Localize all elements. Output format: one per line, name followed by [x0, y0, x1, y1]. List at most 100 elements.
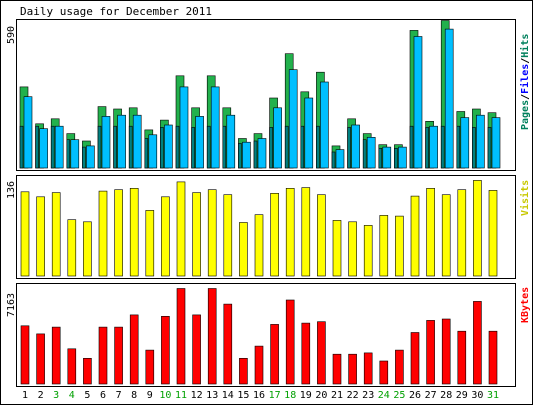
kbytes-bar-5 [83, 357, 92, 385]
x-tick-label: 24 [378, 390, 390, 401]
kbytes-bar-21 [332, 353, 342, 385]
hits-bar-pages-24 [378, 148, 383, 169]
hits-bar-pages-25 [394, 148, 398, 169]
x-axis-labels: 1 2 3 4 5 6 7 8 9 10 11 12 13 14 15 16 17 18 19 20 21 22 23 24 2… [22, 390, 499, 401]
hits-bar-pages-23 [362, 139, 367, 169]
visits-bar-1 [20, 191, 30, 277]
hits-bar-files-21 [335, 149, 345, 169]
kbytes-bar-14 [223, 303, 233, 385]
x-tick-label: 19 [300, 390, 312, 401]
kbytes-bar-4 [67, 348, 77, 385]
hits-bar-pages-26 [409, 125, 414, 169]
kbytes-bars [20, 288, 498, 385]
visits-panel-frame [16, 175, 516, 279]
x-tick-label: 8 [131, 390, 137, 401]
hits-bar-pages-16 [253, 140, 258, 169]
x-tick-label: 30 [471, 390, 483, 401]
hits-bar-pages-6 [97, 125, 102, 169]
hits-bar-files-7 [117, 114, 126, 169]
kbytes-bar-2 [36, 333, 45, 385]
x-tick-label: 25 [393, 390, 405, 401]
x-tick-label: 11 [175, 390, 187, 401]
hits-bar-pages-20 [316, 125, 320, 169]
hits-bar-files-26 [413, 36, 423, 169]
hits-bar-pages-27 [425, 127, 429, 169]
kbytes-bar-29 [457, 330, 467, 385]
kbytes-bar-11 [176, 288, 186, 385]
hits-bar-pages-31 [487, 127, 492, 169]
kbytes-bar-19 [301, 322, 311, 385]
hits-bar-files-12 [195, 116, 204, 169]
kbytes-bar-31 [488, 330, 498, 385]
hits-bar-files-28 [444, 28, 454, 169]
kbytes-panel: 7163 KBytes [6, 283, 531, 387]
hits-bars [19, 20, 501, 169]
x-tick-label: 28 [440, 390, 452, 401]
visits-bar-12 [192, 192, 201, 277]
x-tick-label: 7 [116, 390, 122, 401]
hits-bar-pages-5 [82, 146, 86, 169]
hits-max-label: 590 [6, 26, 17, 44]
x-tick-label: 27 [425, 390, 437, 401]
legend-hits: Hits [519, 34, 531, 58]
visits-bar-13 [207, 189, 217, 277]
kbytes-bar-3 [51, 326, 61, 385]
x-tick-label: 14 [222, 390, 234, 401]
visits-bar-23 [363, 225, 373, 277]
hits-bar-files-30 [476, 114, 485, 169]
hits-bar-files-25 [398, 146, 407, 169]
kbytes-bar-28 [441, 318, 451, 385]
visits-bar-27 [426, 188, 435, 277]
hits-bar-files-17 [273, 107, 282, 169]
hits-bar-pages-18 [284, 125, 289, 169]
kbytes-bar-26 [410, 332, 420, 385]
hits-bar-pages-14 [222, 125, 227, 169]
visits-bar-29 [457, 189, 467, 277]
kbytes-legend: KBytes [520, 287, 531, 323]
visits-bar-14 [223, 194, 233, 277]
hits-legend: Pages/Files/Hits [519, 34, 531, 130]
hits-bar-pages-22 [347, 127, 351, 169]
x-tick-label: 18 [284, 390, 296, 401]
kbytes-bar-7 [114, 326, 123, 385]
kbytes-bar-10 [161, 315, 170, 385]
x-tick-label: 16 [253, 390, 265, 401]
x-tick-label: 15 [237, 390, 249, 401]
kbytes-bar-16 [254, 345, 264, 385]
kbytes-bar-12 [192, 314, 201, 385]
hits-bar-pages-29 [456, 125, 461, 169]
x-tick-label: 1 [22, 390, 28, 401]
visits-bar-30 [473, 180, 482, 277]
visits-bar-10 [161, 196, 170, 277]
hits-bar-pages-2 [35, 125, 39, 169]
kbytes-max-label: 7163 [6, 293, 17, 317]
hits-bar-pages-3 [50, 125, 55, 169]
visits-legend: Visits [519, 180, 531, 216]
hits-bar-files-15 [242, 141, 251, 169]
hits-bar-files-6 [101, 116, 111, 169]
visits-bar-19 [301, 187, 311, 277]
kbytes-bar-23 [363, 352, 373, 385]
visits-bar-11 [176, 181, 186, 277]
visits-bar-3 [51, 192, 61, 277]
kbytes-panel-frame [16, 283, 516, 387]
visits-bar-28 [441, 194, 451, 277]
x-tick-label: 29 [456, 390, 468, 401]
hits-bar-files-1 [23, 96, 33, 169]
x-tick-label: 10 [159, 390, 171, 401]
x-tick-label: 22 [347, 390, 359, 401]
chart-title: Daily usage for December 2011 [20, 5, 212, 18]
hits-bar-files-24 [382, 146, 392, 169]
kbytes-bar-20 [317, 321, 326, 385]
hits-bar-files-29 [460, 117, 470, 169]
kbytes-bar-9 [145, 349, 155, 385]
kbytes-bar-15 [239, 357, 248, 385]
kbytes-bar-6 [98, 326, 108, 385]
hits-bar-files-31 [491, 117, 501, 169]
hits-bar-files-20 [320, 81, 329, 169]
hits-bar-pages-12 [191, 127, 195, 169]
kbytes-bar-13 [207, 288, 217, 385]
hits-bar-files-16 [257, 138, 267, 169]
hits-bar-files-5 [86, 145, 95, 169]
x-tick-label: 26 [409, 390, 421, 401]
